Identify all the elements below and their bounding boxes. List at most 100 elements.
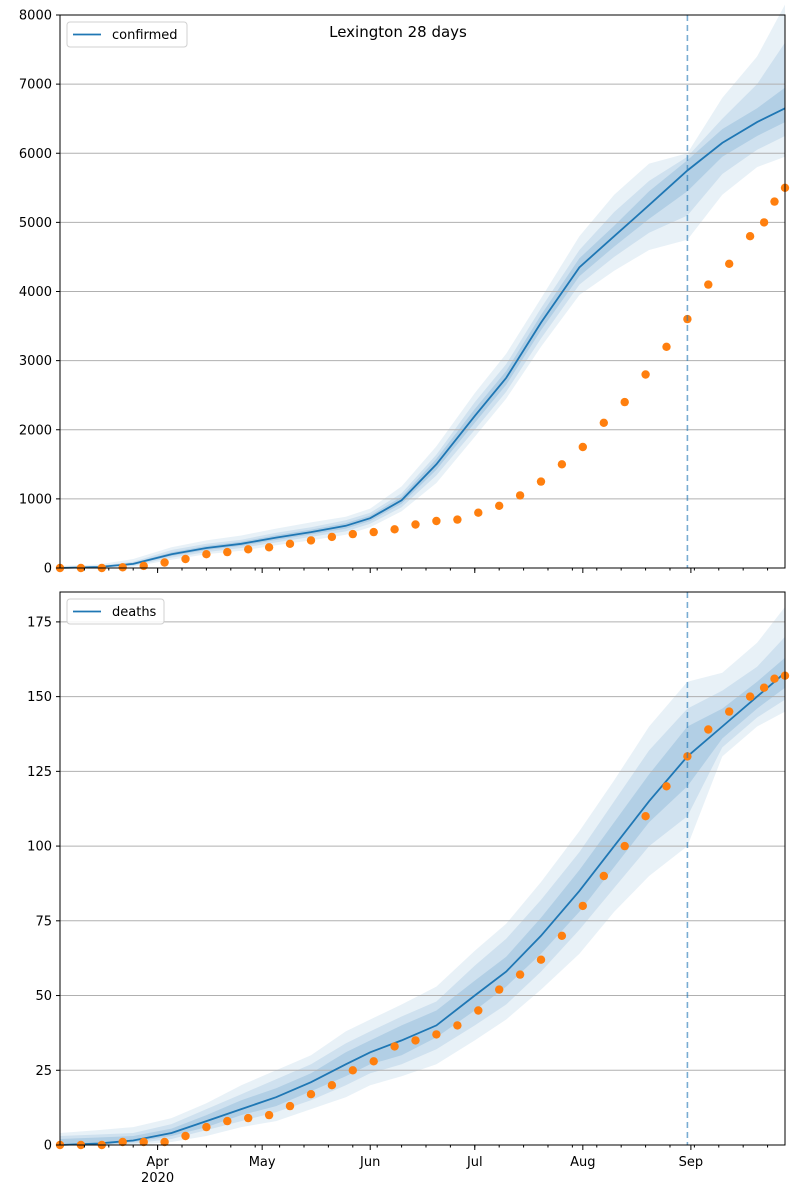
bottom-axes-frame (59, 591, 786, 1146)
bottom-observed-point (264, 1110, 274, 1120)
bottom-observed-point (306, 1090, 316, 1099)
top-observed-point (453, 515, 462, 524)
bottom-ytick-label: 50 (35, 989, 52, 1004)
bottom-model-line (59, 672, 786, 1146)
figure-title: Lexington 28 days (329, 23, 467, 41)
top-observed-point (348, 529, 357, 539)
top-observed-point (264, 543, 274, 552)
top-observed-point (285, 539, 295, 548)
top-observed-point (704, 280, 713, 289)
bottom-ytick-label: 0 (44, 1139, 52, 1154)
bottom-observed-point (453, 1021, 462, 1030)
bottom-observed-point (578, 901, 587, 911)
bottom-observed-point (515, 970, 525, 979)
bottom-observed-point (348, 1066, 357, 1075)
top-observed-point (369, 527, 378, 537)
bottom-xtick-label: May (249, 1155, 276, 1170)
bottom-legend-label: deaths (112, 605, 157, 620)
top-ytick-label: 2000 (19, 423, 52, 438)
top-observed-point (139, 561, 148, 571)
bottom-observed-point (495, 985, 504, 994)
top-ytick-label: 0 (44, 562, 52, 577)
bottom-observed-point (432, 1030, 441, 1039)
bottom-observed-point (369, 1057, 378, 1066)
top-observed-point (327, 532, 337, 542)
bottom-xtick-label: Aug (570, 1155, 595, 1170)
top-observed-point (662, 342, 671, 351)
bottom-observed-point (411, 1036, 420, 1045)
bottom-ytick-label: 25 (35, 1064, 52, 1079)
bottom-observed-point (202, 1122, 211, 1132)
top-observed-point (223, 547, 232, 557)
bottom-observed-point (327, 1081, 337, 1090)
top-legend: confirmed (66, 21, 188, 48)
top-observed-point (118, 563, 127, 572)
top-observed-point (759, 218, 769, 227)
top-observed-point (306, 536, 316, 545)
top-observed-point (495, 501, 504, 510)
top-observed-point (557, 460, 567, 469)
bottom-observed-point (139, 1137, 148, 1147)
bottom-legend: deaths (66, 598, 165, 625)
bottom-observed-point (745, 692, 755, 701)
bottom-observed-point (599, 871, 608, 881)
bottom-xtick-label: Jun (359, 1155, 380, 1170)
top-observed-point (599, 418, 608, 427)
bottom-observed-point (557, 931, 567, 940)
bottom-observed-point (285, 1101, 295, 1111)
top-model-line (59, 107, 786, 569)
bottom-observed-point (704, 725, 713, 734)
top-observed-point (745, 232, 755, 241)
bottom-observed-point (536, 955, 546, 964)
bottom-observed-point (181, 1131, 190, 1141)
bottom-xtick-label-year: 2020 (141, 1171, 174, 1186)
bottom-xtick-label: Jul (466, 1155, 483, 1170)
top-ytick-label: 6000 (19, 147, 52, 162)
bottom-observed-point (223, 1116, 232, 1126)
bottom-observed-point (118, 1137, 127, 1147)
bottom-observed-point (160, 1137, 169, 1147)
top-observed-point (578, 442, 587, 452)
top-ytick-label: 8000 (19, 9, 52, 24)
top-ytick-label: 1000 (19, 492, 52, 507)
bottom-observed-point (725, 707, 734, 716)
bottom-observed-points (55, 671, 790, 1150)
bottom-ytick-label: 75 (35, 914, 52, 929)
top-ytick-label: 5000 (19, 216, 52, 231)
top-observed-point (536, 477, 546, 486)
bottom-band-middle (60, 636, 785, 1145)
bottom-observed-point (759, 683, 769, 692)
bottom-observed-point (474, 1006, 483, 1015)
bottom-ytick-label: 125 (27, 765, 52, 780)
bottom-ytick-label: 150 (27, 690, 52, 705)
top-observed-point (515, 491, 525, 500)
top-observed-point (725, 259, 734, 268)
top-legend-box (66, 21, 188, 48)
top-observed-point (160, 558, 169, 567)
bottom-observed-point (620, 841, 629, 851)
bottom-observed-point (641, 812, 650, 821)
bottom-observed-point (244, 1113, 253, 1123)
bottom-ytick-label: 100 (27, 840, 52, 855)
top-observed-point (620, 397, 629, 407)
bottom-ytick-label: 175 (27, 615, 52, 630)
top-observed-point (474, 508, 483, 517)
top-observed-points (55, 183, 790, 573)
top-observed-point (202, 550, 211, 559)
top-legend-label: confirmed (112, 28, 178, 43)
top-ytick-label: 7000 (19, 78, 52, 93)
bottom-observed-point (390, 1042, 399, 1051)
top-ytick-label: 4000 (19, 285, 52, 300)
top-observed-point (181, 554, 190, 564)
bottom-band-outer (60, 606, 785, 1145)
top-observed-point (641, 370, 650, 379)
top-observed-point (244, 545, 253, 554)
bottom-observed-point (662, 782, 671, 791)
bottom-xtick-label: Sep (679, 1155, 704, 1170)
top-observed-point (770, 197, 779, 206)
bottom-observed-point (770, 674, 779, 683)
bottom-uncertainty-bands (60, 606, 785, 1145)
